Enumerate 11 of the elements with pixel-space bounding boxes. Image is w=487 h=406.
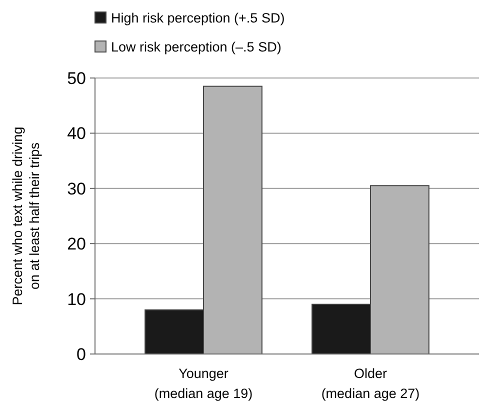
y-tick-label: 20 [67, 234, 86, 254]
y-tick-label: 10 [67, 290, 86, 309]
y-tick-label: 30 [67, 179, 86, 198]
x-tick-label: Older (median age 27) [321, 366, 420, 401]
legend-label: Low risk perception (–.5 SD) [111, 40, 282, 55]
y-tick-label: 50 [67, 68, 86, 88]
y-axis-title: Percent who text while driving on at least half their trips [10, 126, 42, 306]
y-tick-label: 0 [76, 344, 86, 364]
y-tick-label: 40 [67, 124, 86, 144]
x-tick-label: Younger (median age 19) [154, 366, 253, 401]
legend-label: High risk perception (+.5 SD) [111, 10, 285, 26]
